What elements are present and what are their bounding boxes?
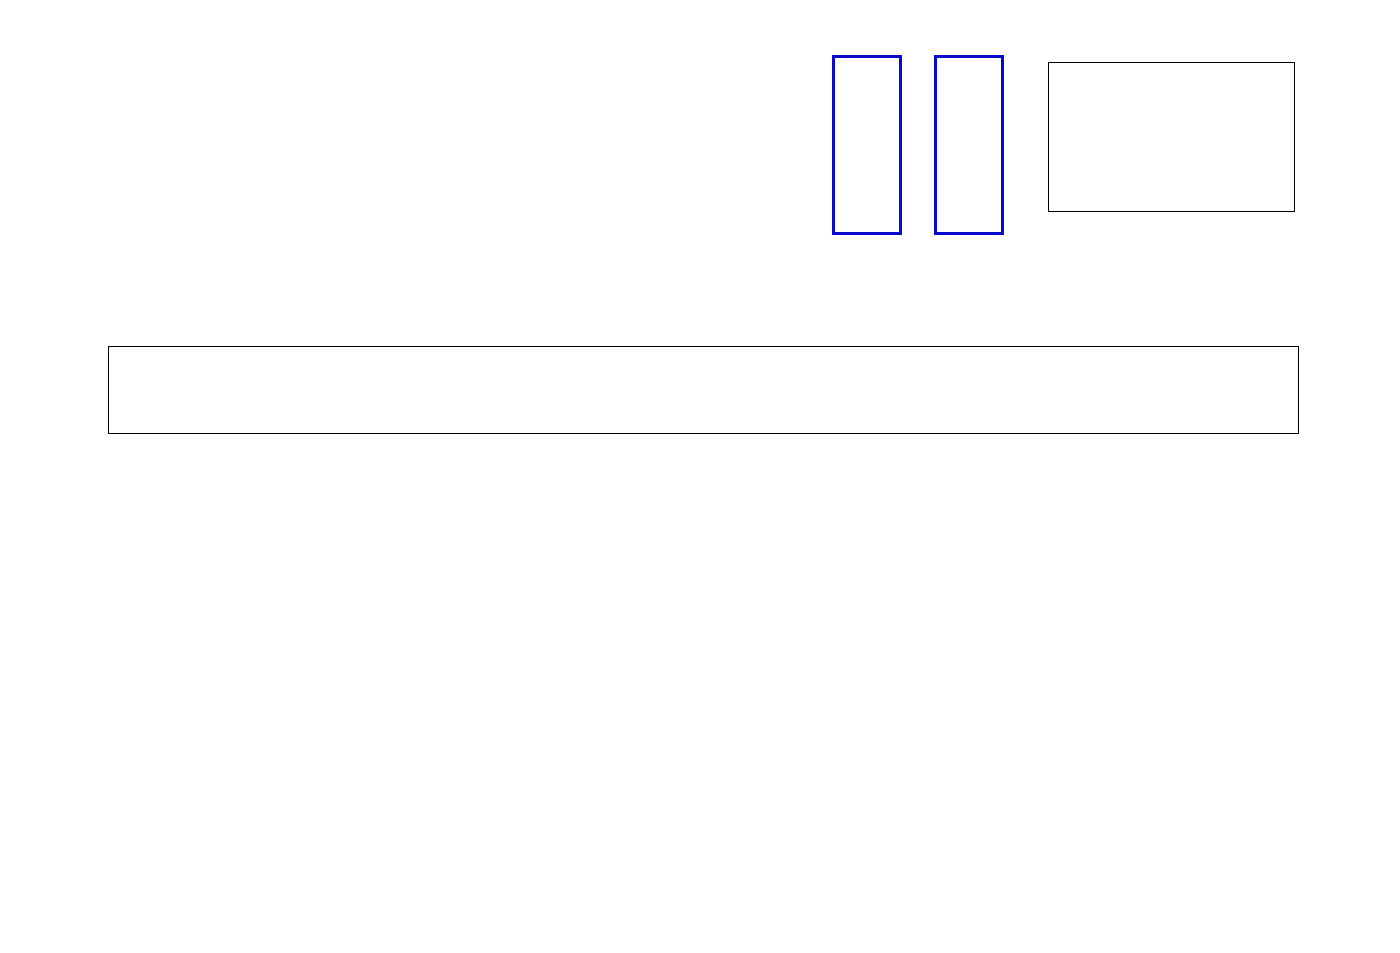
- line-fit-plot: [1048, 62, 1295, 212]
- with-sky-image: [832, 55, 902, 235]
- full-spectrum-plot: [108, 346, 1299, 434]
- clean-image: [934, 55, 1004, 235]
